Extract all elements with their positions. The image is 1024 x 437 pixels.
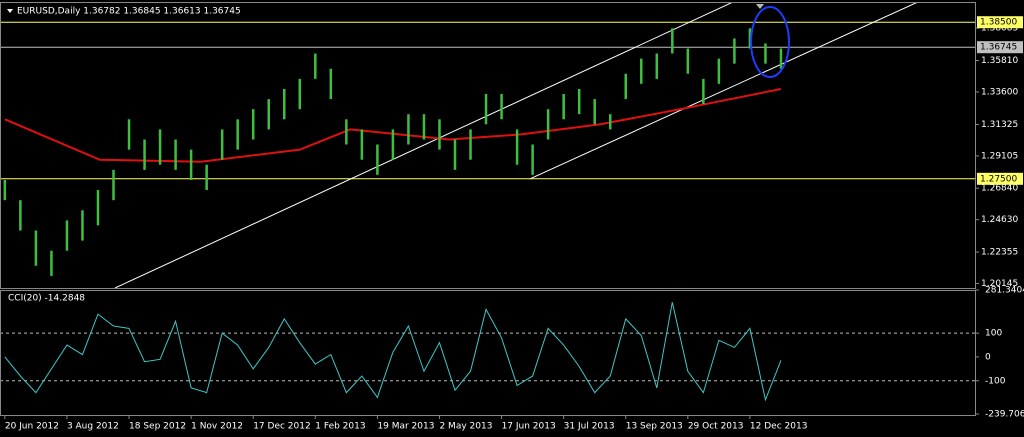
y-tick-label: 100 xyxy=(985,329,1002,339)
y-tick-label: 1.24630 xyxy=(981,215,1018,225)
x-tick-label: 1 Feb 2013 xyxy=(315,422,365,432)
y-tick-label: -239.7069 xyxy=(985,410,1024,420)
trendline xyxy=(529,3,917,180)
x-tick-label: 2 May 2013 xyxy=(439,422,492,432)
level-label: 1.38500 xyxy=(980,18,1017,28)
x-tick-label: 18 Sep 2012 xyxy=(129,422,186,432)
x-tick-label: 3 Aug 2012 xyxy=(67,422,119,432)
y-tick-label: 1.31325 xyxy=(981,120,1018,130)
y-tick-label: -100 xyxy=(985,376,1006,386)
x-tick-label: 19 Mar 2013 xyxy=(377,422,434,432)
cci-plot xyxy=(1,302,975,402)
y-tick-label: 1.26840 xyxy=(981,184,1018,194)
y-tick-label: 1.20145 xyxy=(981,279,1018,289)
price-plot xyxy=(1,3,975,288)
y-tick-label: 1.33600 xyxy=(981,87,1018,97)
x-tick-label: 12 Dec 2013 xyxy=(750,422,808,432)
x-tick-label: 29 Oct 2013 xyxy=(688,422,744,432)
y-tick-label: 281.3404 xyxy=(985,286,1024,296)
moving-average xyxy=(4,88,782,163)
level-label: 1.36745 xyxy=(980,43,1017,53)
x-tick-label: 1 Nov 2012 xyxy=(191,422,243,432)
level-label-box xyxy=(977,172,1023,185)
shift-marker xyxy=(756,4,764,9)
x-tick-label: 20 Jun 2012 xyxy=(5,422,59,432)
y-tick-label: 0 xyxy=(985,352,991,362)
price-title: EURUSD,Daily 1.36782 1.36845 1.36613 1.3… xyxy=(17,7,241,17)
y-tick-label: 1.29105 xyxy=(981,151,1018,161)
y-tick-label: 1.22355 xyxy=(981,248,1018,258)
price-frame xyxy=(0,2,976,289)
y-tick-label: 1.38085 xyxy=(981,24,1018,34)
cci-line xyxy=(4,302,782,402)
level-label: 1.27500 xyxy=(980,174,1017,184)
cci-title: CCI(20) -14.2848 xyxy=(8,294,85,304)
x-tick-label: 13 Sep 2013 xyxy=(626,422,683,432)
level-label-box xyxy=(977,41,1023,54)
trendline xyxy=(114,3,733,288)
y-tick-label: 1.35810 xyxy=(981,56,1018,66)
x-tick-label: 17 Jun 2013 xyxy=(502,422,556,432)
level-label-box xyxy=(977,16,1023,29)
x-tick-label: 31 Jul 2013 xyxy=(564,422,615,432)
highlight-ellipse xyxy=(750,6,790,78)
axes: 1.38085 1.35810 1.33600 1.31325 1.29105 1.268… xyxy=(4,16,1024,432)
x-tick-label: 17 Dec 2012 xyxy=(253,422,311,432)
menu-arrow xyxy=(7,9,13,13)
cci-frame xyxy=(0,290,976,416)
